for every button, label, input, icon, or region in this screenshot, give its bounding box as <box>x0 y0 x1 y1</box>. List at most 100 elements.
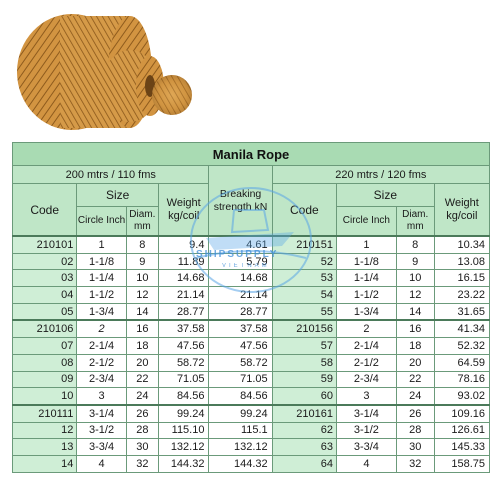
table-row: 210111 3-1/4 26 99.24 99.24 210161 3-1/4… <box>11 403 491 423</box>
right-weight-cell: 41.34 <box>433 319 491 339</box>
left-weight-cell: 99.24 <box>157 403 210 423</box>
right-diam-cell: 24 <box>395 387 435 406</box>
right-circle-cell: 2-3/4 <box>336 370 397 389</box>
right-diam-cell: 28 <box>395 421 435 440</box>
left-circle-cell: 3 <box>76 387 127 406</box>
table-row: 08 2-1/2 20 58.72 58.72 58 2-1/2 20 64.5… <box>11 353 491 372</box>
left-weight-cell: 144.32 <box>157 454 210 473</box>
right-code-cell: 62 <box>271 421 338 440</box>
left-weight-header: Weight kg/coil <box>157 183 210 237</box>
rope-coils-photo <box>17 14 192 130</box>
manila-rope-table: Manila Rope 200 mtrs / 110 fms Breaking … <box>11 142 491 473</box>
breaking-cell: 84.56 <box>208 387 273 406</box>
right-circle-cell: 2-1/2 <box>336 353 397 372</box>
right-circle-cell: 2 <box>336 319 397 339</box>
right-weight-cell: 13.08 <box>433 252 491 271</box>
table-row: 04 1-1/2 12 21.14 21.14 54 1-1/2 12 23.2… <box>11 286 491 304</box>
left-diam-cell: 30 <box>125 438 159 456</box>
right-weight-cell: 31.65 <box>433 302 491 321</box>
right-weight-cell: 126.61 <box>433 421 491 440</box>
left-code-cell: 12 <box>11 421 78 440</box>
breaking-cell: 14.68 <box>208 269 273 288</box>
breaking-cell: 115.1 <box>208 421 273 440</box>
left-diam-cell: 28 <box>125 421 159 440</box>
watermark-subtext: VIETNAM <box>222 263 270 269</box>
left-code-cell: 03 <box>11 269 78 288</box>
right-diam-cell: 20 <box>395 353 435 372</box>
table-row: 10 3 24 84.56 84.56 60 3 24 93.02 <box>11 387 491 406</box>
left-diam-cell: 9 <box>125 252 159 271</box>
left-circle-cell: 2-3/4 <box>76 370 127 389</box>
right-circle-cell: 1-3/4 <box>336 302 397 321</box>
breaking-cell: 21.14 <box>208 286 273 304</box>
right-code-cell: 59 <box>271 370 338 389</box>
left-code-cell: 210106 <box>11 319 78 339</box>
right-code-header: Code <box>271 183 338 237</box>
left-weight-cell: 115.10 <box>157 421 210 440</box>
right-circle-cell: 1 <box>336 234 397 254</box>
left-section-header: 200 mtrs / 110 fms <box>11 165 210 184</box>
manila-rope-table-container: Manila Rope 200 mtrs / 110 fms Breaking … <box>11 142 491 473</box>
left-code-header: Code <box>11 183 78 237</box>
right-circle-cell: 3-1/2 <box>336 421 397 440</box>
right-section-header: 220 mtrs / 120 fms <box>271 165 491 184</box>
right-diam-cell: 14 <box>395 302 435 321</box>
right-diam-cell: 12 <box>395 286 435 304</box>
left-diam-cell: 22 <box>125 370 159 389</box>
left-diam-cell: 12 <box>125 286 159 304</box>
right-size-header: Size <box>336 183 435 207</box>
left-weight-cell: 84.56 <box>157 387 210 406</box>
left-weight-cell: 28.77 <box>157 302 210 321</box>
right-code-cell: 63 <box>271 438 338 456</box>
left-circle-cell: 3-1/2 <box>76 421 127 440</box>
left-code-cell: 14 <box>11 454 78 473</box>
left-diam-cell: 14 <box>125 302 159 321</box>
left-diam-cell: 24 <box>125 387 159 406</box>
right-diam-cell: 10 <box>395 269 435 288</box>
left-code-cell: 05 <box>11 302 78 321</box>
left-circle-cell: 1-1/2 <box>76 286 127 304</box>
right-circle-cell: 3-3/4 <box>336 438 397 456</box>
table-row: 14 4 32 144.32 144.32 64 4 32 158.75 <box>11 454 491 473</box>
right-circle-cell: 1-1/2 <box>336 286 397 304</box>
right-code-cell: 210156 <box>271 319 338 339</box>
right-code-cell: 54 <box>271 286 338 304</box>
table-row: 210106 2 16 37.58 37.58 210156 2 16 41.3… <box>11 319 491 339</box>
right-code-cell: 57 <box>271 337 338 355</box>
left-weight-cell: 58.72 <box>157 353 210 372</box>
left-circle-cell: 2-1/2 <box>76 353 127 372</box>
table-row: 03 1-1/4 10 14.68 14.68 53 1-1/4 10 16.1… <box>11 269 491 288</box>
left-diam-cell: 32 <box>125 454 159 473</box>
breaking-cell: 99.24 <box>208 403 273 423</box>
left-code-cell: 10 <box>11 387 78 406</box>
right-code-cell: 52 <box>271 252 338 271</box>
right-circle-header: Circle Inch <box>336 206 397 237</box>
right-circle-cell: 1-1/4 <box>336 269 397 288</box>
right-circle-cell: 3-1/4 <box>336 403 397 423</box>
left-circle-cell: 1-1/8 <box>76 252 127 271</box>
left-diam-cell: 20 <box>125 353 159 372</box>
left-weight-cell: 132.12 <box>157 438 210 456</box>
left-code-cell: 04 <box>11 286 78 304</box>
right-diam-cell: 8 <box>395 234 435 254</box>
right-code-cell: 60 <box>271 387 338 406</box>
left-weight-cell: 47.56 <box>157 337 210 355</box>
right-diam-cell: 32 <box>395 454 435 473</box>
table-row: 05 1-3/4 14 28.77 28.77 55 1-3/4 14 31.6… <box>11 302 491 321</box>
left-circle-header: Circle Inch <box>76 206 127 237</box>
left-code-cell: 210101 <box>11 234 78 254</box>
right-weight-header: Weight kg/coil <box>433 183 491 237</box>
left-code-cell: 13 <box>11 438 78 456</box>
right-weight-cell: 145.33 <box>433 438 491 456</box>
table-row: 12 3-1/2 28 115.10 115.1 62 3-1/2 28 126… <box>11 421 491 440</box>
breaking-cell: 144.32 <box>208 454 273 473</box>
watermark-text: SHIPSUPPLY <box>196 249 279 260</box>
left-diam-cell: 18 <box>125 337 159 355</box>
left-weight-cell: 14.68 <box>157 269 210 288</box>
right-weight-cell: 158.75 <box>433 454 491 473</box>
left-circle-cell: 3-1/4 <box>76 403 127 423</box>
breaking-strength-header: Breaking strength kN <box>208 165 273 237</box>
breaking-cell: 47.56 <box>208 337 273 355</box>
left-diam-cell: 26 <box>125 403 159 423</box>
breaking-cell: 58.72 <box>208 353 273 372</box>
